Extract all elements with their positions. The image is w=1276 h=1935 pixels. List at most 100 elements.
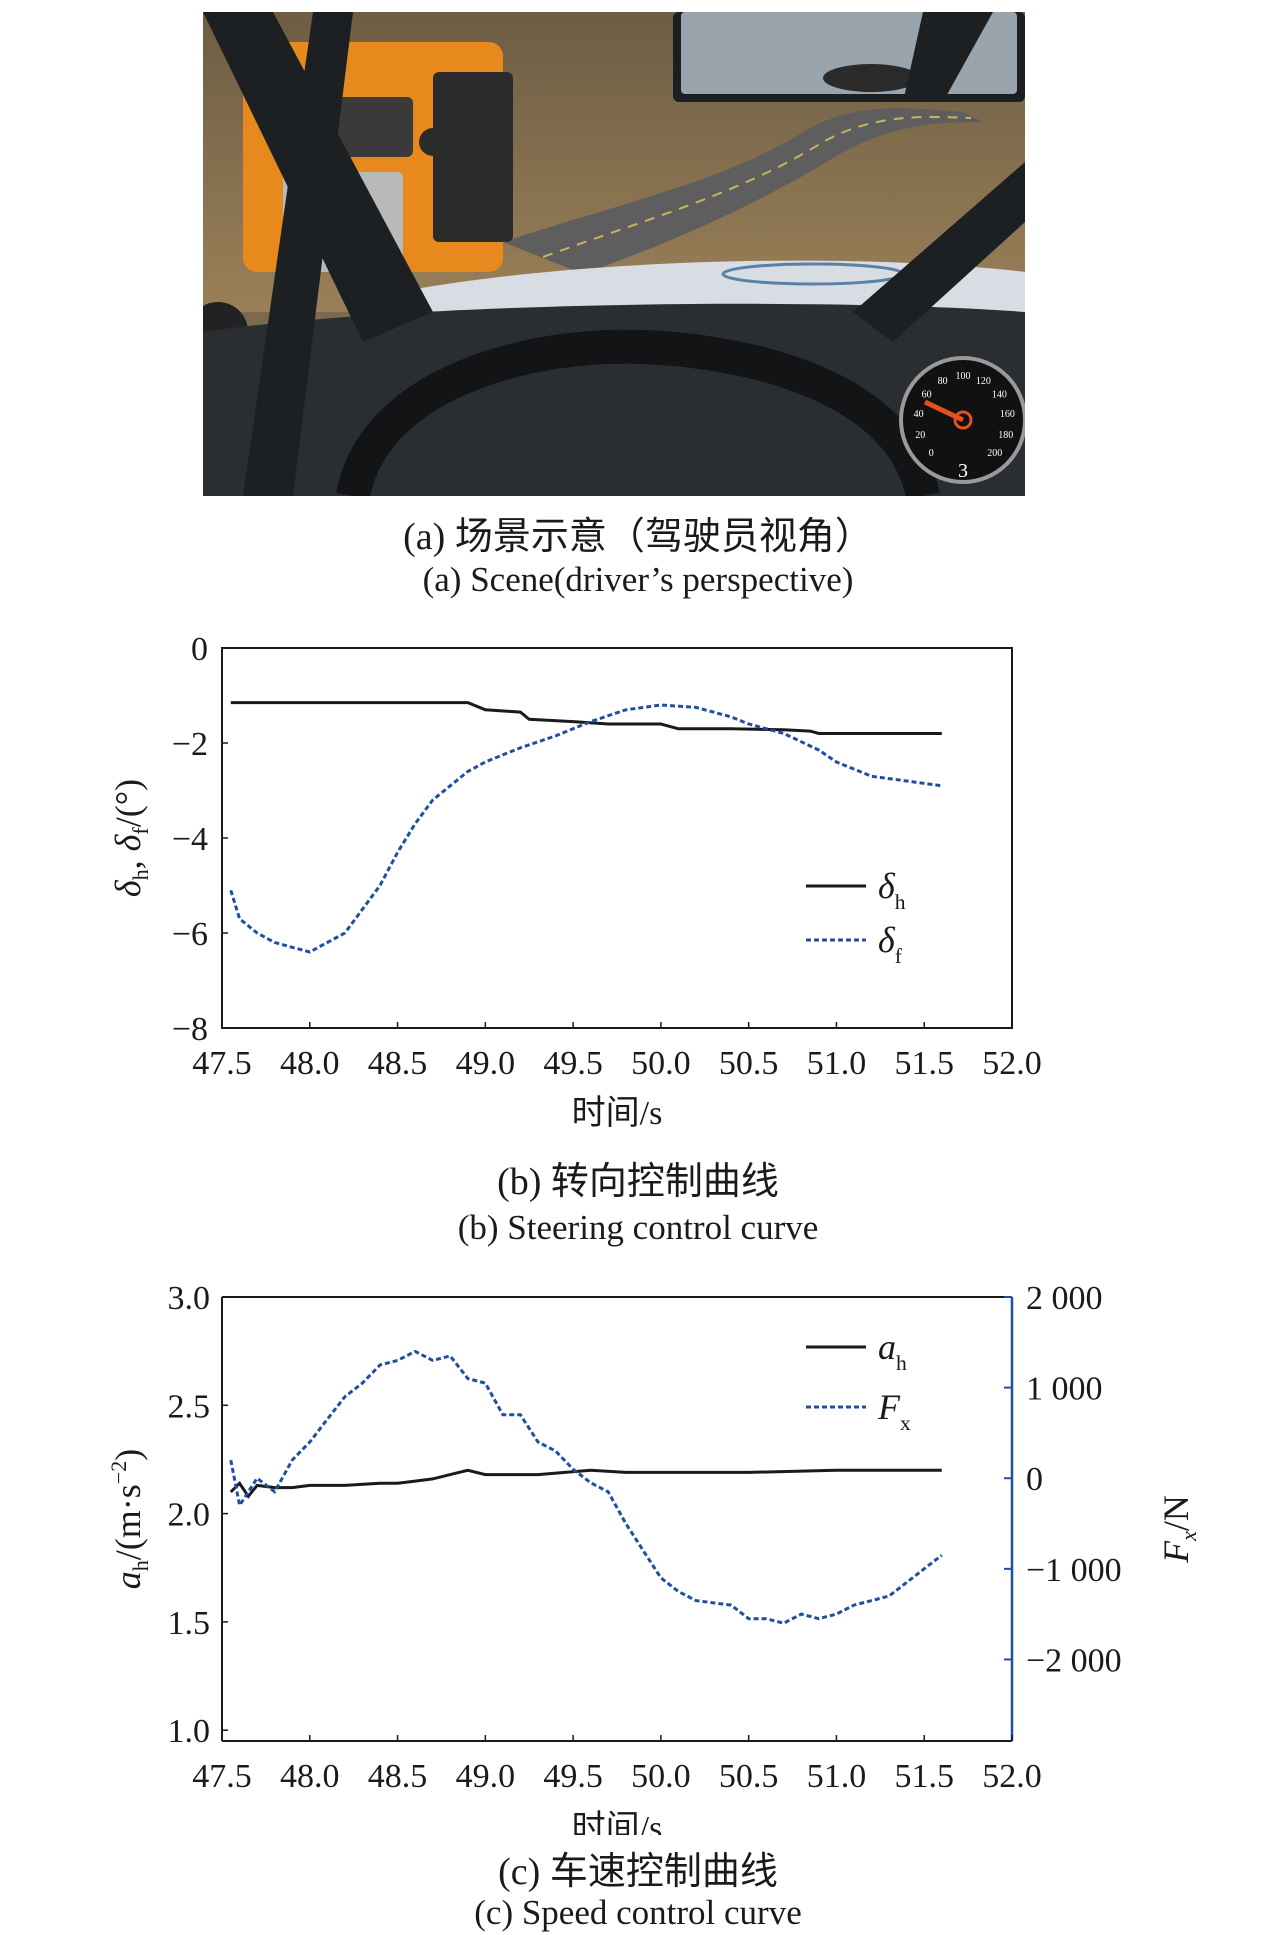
y-axis-label: δh, δf/(°) (108, 779, 153, 897)
x-tick-label: 50.5 (719, 1045, 779, 1082)
y-right-tick-label: −1 000 (1026, 1552, 1122, 1589)
caption-a-en: (a) Scene(driver’s perspective) (422, 560, 854, 599)
y-left-tick-label: 2.0 (168, 1497, 211, 1534)
dashboard (203, 303, 1025, 496)
x-tick-label: 47.5 (192, 1045, 252, 1082)
x-tick-label: 52.0 (982, 1758, 1042, 1795)
legend-subscript: x (900, 1411, 911, 1435)
road (503, 108, 983, 274)
y-right-axis-label-part: x (1176, 1531, 1201, 1542)
mirror-mount (903, 12, 993, 102)
steering-chart: 47.5 48.0 48.5 49.0 49.5 50.0 50.5 51.0 51.5 52.0… (108, 631, 1042, 1132)
x-tick-label: 49.5 (543, 1758, 603, 1795)
y-right-axis-label-part: F (1156, 1540, 1196, 1564)
legend-symbol: a (878, 1327, 896, 1367)
speed-chart: 47.5 48.0 48.5 49.0 49.5 50.0 50.5 51.0 51.5 52.0… (106, 1280, 1201, 1835)
y-axis-label-part: δ (108, 833, 148, 851)
caption-c-en: (c) Speed control curve (474, 1893, 802, 1932)
y-right-tick-label: 0 (1026, 1461, 1043, 1498)
y-tick-label: −2 (172, 726, 208, 763)
speedometer-tick-label: 40 (914, 409, 924, 420)
y-axis-label-part: /(°) (108, 779, 148, 827)
y-left-tick-label: 1.5 (168, 1605, 211, 1642)
x-tick-label: 49.0 (456, 1045, 516, 1082)
speedometer-tick-label: 20 (915, 430, 925, 441)
y-tick-label: −6 (172, 916, 208, 953)
x-tick-label: 51.0 (807, 1045, 867, 1082)
plot-frame (221, 647, 1013, 1029)
legend-subscript: f (895, 944, 903, 968)
series-line-delta-f (229, 703, 943, 954)
legend-subscript: h (895, 890, 906, 914)
a-pillar-right (853, 162, 1025, 342)
x-tick-label: 48.0 (280, 1045, 340, 1082)
x-tick-label: 50.0 (631, 1045, 691, 1082)
legend-symbol: δ (878, 920, 896, 960)
speedometer-tick-label: 120 (976, 376, 991, 387)
speedometer-tick-label: 100 (956, 371, 971, 382)
y-axis-label-part: f (128, 827, 153, 835)
legend-subscript: h (896, 1351, 907, 1375)
x-tick-label: 50.5 (719, 1758, 779, 1795)
x-tick-label: 47.5 (192, 1758, 252, 1795)
y-right-tick-label: 1 000 (1026, 1371, 1103, 1408)
y-left-tick-label: 2.5 (168, 1388, 211, 1425)
y-left-axis-label-part: h (128, 1560, 153, 1571)
legend-label-a-h: ah (878, 1327, 907, 1375)
series-line-f-x (229, 1349, 943, 1625)
x-axis-label: 时间/s (572, 1095, 663, 1132)
legend-label-delta-h: δh (878, 866, 906, 914)
x-tick-label: 48.0 (280, 1758, 340, 1795)
legend-symbol: δ (878, 866, 896, 906)
x-tick-label: 48.5 (368, 1758, 428, 1795)
gear-indicator: 3 (958, 460, 968, 482)
x-tick-label: 49.5 (543, 1045, 603, 1082)
y-axis-label-part: h (128, 869, 153, 880)
y-axis-label-part: , (108, 851, 148, 869)
speedometer-tick-label: 200 (987, 448, 1002, 459)
y-left-tick-label: 3.0 (168, 1280, 211, 1317)
x-tick-label: 52.0 (982, 1045, 1042, 1082)
x-tick-label: 48.5 (368, 1045, 428, 1082)
y-tick-label: −8 (172, 1011, 208, 1048)
y-left-axis-label-part: ) (108, 1449, 148, 1461)
caption-b-en: (b) Steering control curve (457, 1208, 819, 1247)
legend-label-f-x: Fx (877, 1387, 911, 1435)
y-axis-label-part: δ (108, 879, 148, 897)
series-line-a-h (229, 1468, 942, 1499)
road-centerline (542, 115, 972, 258)
x-axis-label: 时间/s (572, 1810, 663, 1835)
y-left-axis-label-part: −2 (106, 1461, 131, 1484)
speedometer-tick-label: 0 (929, 448, 934, 459)
caption-c-zh: (c) 车速控制曲线 (498, 1851, 778, 1893)
speedometer-tick-label: 180 (998, 430, 1013, 441)
series-line-delta-h (230, 701, 942, 735)
y-right-tick-label: −2 000 (1026, 1642, 1122, 1679)
speedometer-tick-label: 80 (938, 376, 948, 387)
caption-a-zh: (a) 场景示意（驾驶员视角） (403, 516, 873, 558)
x-tick-label: 51.5 (894, 1758, 954, 1795)
y-left-axis-label: ah/(m·s−2) (106, 1449, 153, 1589)
y-left-tick-label: 1.0 (168, 1713, 211, 1750)
scene-image: 0 20 40 60 80 100 120 140 160 180 200 3 (188, 12, 1027, 500)
speedometer-tick-label: 140 (992, 390, 1007, 401)
x-tick-label: 49.0 (456, 1758, 516, 1795)
y-left-axis-label-part: /(m·s (108, 1484, 148, 1560)
y-right-tick-label: 2 000 (1026, 1280, 1103, 1317)
x-tick-label: 51.5 (894, 1045, 954, 1082)
speedometer-tick-label: 160 (1000, 409, 1015, 420)
steering-wheel (336, 329, 940, 500)
y-tick-label: −4 (172, 821, 208, 858)
x-tick-label: 50.0 (631, 1758, 691, 1795)
speedometer-tick-label: 60 (922, 390, 932, 401)
legend-label-delta-f: δf (878, 920, 903, 968)
y-right-axis-label-part: /N (1156, 1495, 1196, 1531)
y-right-axis-label: Fx/N (1156, 1495, 1201, 1564)
y-tick-label: 0 (191, 631, 208, 668)
hood (373, 260, 1025, 312)
caption-b-zh: (b) 转向控制曲线 (497, 1161, 779, 1203)
frame-bar (243, 12, 353, 496)
legend-symbol: F (877, 1387, 901, 1427)
